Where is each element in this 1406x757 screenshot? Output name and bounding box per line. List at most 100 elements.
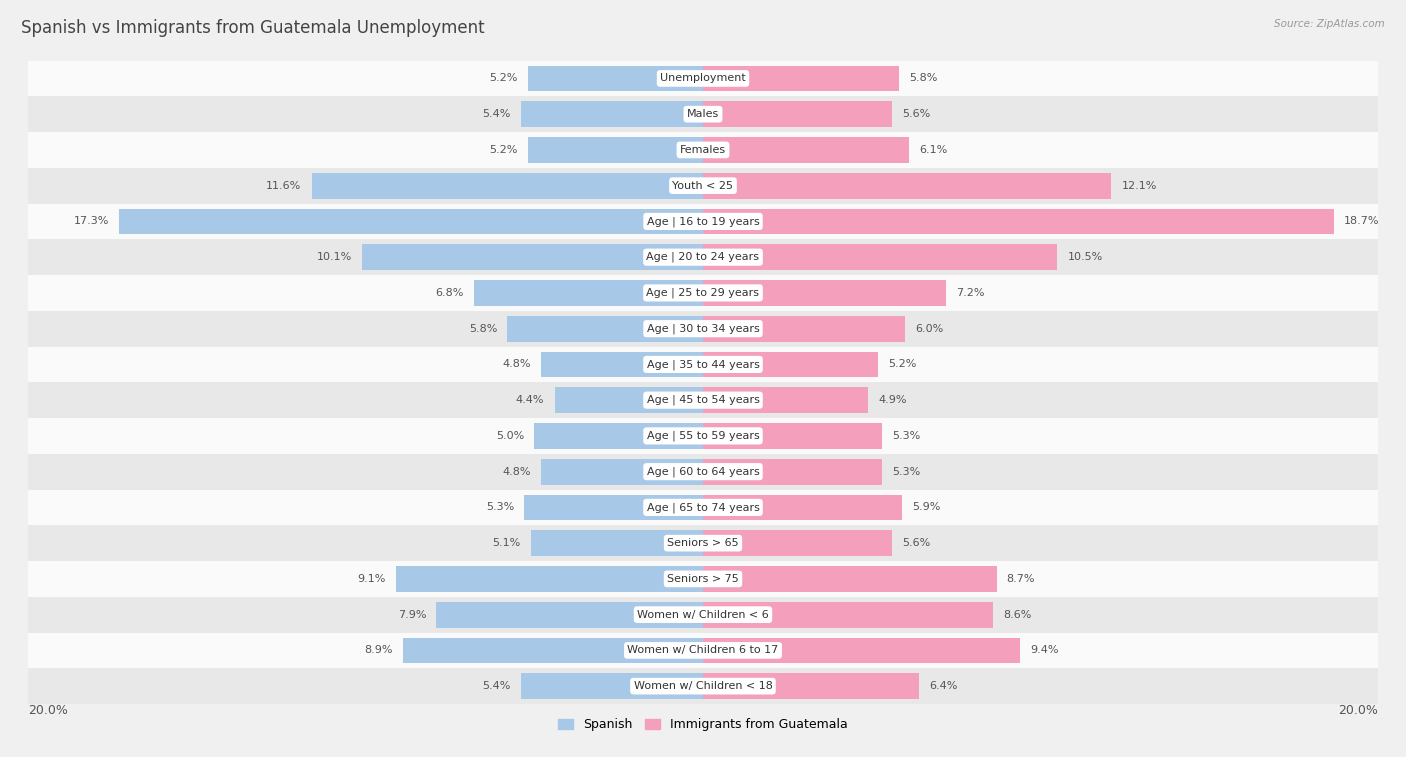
Text: Youth < 25: Youth < 25 [672, 181, 734, 191]
Text: 11.6%: 11.6% [266, 181, 301, 191]
Bar [703, 137, 908, 163]
Text: 5.2%: 5.2% [489, 145, 517, 155]
Text: 5.8%: 5.8% [908, 73, 938, 83]
Text: Seniors > 75: Seniors > 75 [666, 574, 740, 584]
Text: Women w/ Children 6 to 17: Women w/ Children 6 to 17 [627, 646, 779, 656]
Bar [28, 561, 1378, 597]
Text: 10.1%: 10.1% [316, 252, 352, 262]
Text: Age | 25 to 29 years: Age | 25 to 29 years [647, 288, 759, 298]
Bar [396, 566, 703, 592]
Bar [28, 61, 1378, 96]
Bar [28, 239, 1378, 275]
Text: 12.1%: 12.1% [1122, 181, 1157, 191]
Bar [703, 459, 882, 484]
Text: 9.4%: 9.4% [1031, 646, 1059, 656]
Text: 10.5%: 10.5% [1067, 252, 1102, 262]
Text: 6.8%: 6.8% [434, 288, 464, 298]
Bar [703, 245, 1057, 270]
Text: 18.7%: 18.7% [1344, 217, 1379, 226]
Bar [524, 494, 703, 520]
Text: 9.1%: 9.1% [357, 574, 385, 584]
Text: 5.4%: 5.4% [482, 109, 510, 119]
Bar [703, 423, 882, 449]
Text: Age | 60 to 64 years: Age | 60 to 64 years [647, 466, 759, 477]
Text: 4.4%: 4.4% [516, 395, 544, 405]
Bar [28, 597, 1378, 633]
Text: Unemployment: Unemployment [661, 73, 745, 83]
Bar [436, 602, 703, 628]
Bar [527, 137, 703, 163]
Bar [554, 388, 703, 413]
Bar [541, 459, 703, 484]
Text: 4.8%: 4.8% [502, 466, 531, 477]
Bar [28, 525, 1378, 561]
Bar [28, 668, 1378, 704]
Bar [28, 490, 1378, 525]
Text: Age | 65 to 74 years: Age | 65 to 74 years [647, 502, 759, 512]
Bar [703, 531, 891, 556]
Bar [28, 168, 1378, 204]
Text: 5.8%: 5.8% [468, 324, 498, 334]
Bar [520, 101, 703, 127]
Text: 8.7%: 8.7% [1007, 574, 1035, 584]
Bar [402, 637, 703, 663]
Text: 5.6%: 5.6% [903, 109, 931, 119]
Bar [703, 494, 903, 520]
Bar [703, 208, 1334, 235]
Text: 5.1%: 5.1% [492, 538, 520, 548]
Bar [363, 245, 703, 270]
Bar [474, 280, 703, 306]
Bar [703, 602, 993, 628]
Bar [703, 280, 946, 306]
Legend: Spanish, Immigrants from Guatemala: Spanish, Immigrants from Guatemala [553, 713, 853, 737]
Text: 5.3%: 5.3% [486, 503, 515, 512]
Text: Age | 45 to 54 years: Age | 45 to 54 years [647, 395, 759, 406]
Bar [28, 96, 1378, 132]
Bar [541, 351, 703, 377]
Text: 20.0%: 20.0% [1339, 704, 1378, 717]
Text: 5.4%: 5.4% [482, 681, 510, 691]
Text: Women w/ Children < 6: Women w/ Children < 6 [637, 609, 769, 620]
Bar [703, 66, 898, 92]
Text: Age | 30 to 34 years: Age | 30 to 34 years [647, 323, 759, 334]
Bar [28, 633, 1378, 668]
Text: 6.1%: 6.1% [920, 145, 948, 155]
Bar [703, 351, 879, 377]
Bar [703, 673, 920, 699]
Bar [28, 418, 1378, 453]
Text: 7.2%: 7.2% [956, 288, 984, 298]
Text: Females: Females [681, 145, 725, 155]
Text: 4.9%: 4.9% [879, 395, 907, 405]
Text: Women w/ Children < 18: Women w/ Children < 18 [634, 681, 772, 691]
Text: 8.6%: 8.6% [1004, 609, 1032, 620]
Bar [527, 66, 703, 92]
Text: Age | 20 to 24 years: Age | 20 to 24 years [647, 252, 759, 263]
Text: 5.3%: 5.3% [891, 466, 920, 477]
Text: 5.0%: 5.0% [496, 431, 524, 441]
Bar [312, 173, 703, 198]
Bar [703, 637, 1021, 663]
Text: Spanish vs Immigrants from Guatemala Unemployment: Spanish vs Immigrants from Guatemala Une… [21, 19, 485, 37]
Bar [28, 453, 1378, 490]
Text: 4.8%: 4.8% [502, 360, 531, 369]
Text: Source: ZipAtlas.com: Source: ZipAtlas.com [1274, 19, 1385, 29]
Text: 6.0%: 6.0% [915, 324, 943, 334]
Text: Seniors > 65: Seniors > 65 [668, 538, 738, 548]
Text: Age | 16 to 19 years: Age | 16 to 19 years [647, 217, 759, 226]
Text: 5.2%: 5.2% [889, 360, 917, 369]
Text: Males: Males [688, 109, 718, 119]
Bar [531, 531, 703, 556]
Bar [508, 316, 703, 341]
Text: 5.9%: 5.9% [912, 503, 941, 512]
Text: 7.9%: 7.9% [398, 609, 426, 620]
Bar [28, 382, 1378, 418]
Bar [28, 347, 1378, 382]
Bar [120, 208, 703, 235]
Text: 5.6%: 5.6% [903, 538, 931, 548]
Text: 6.4%: 6.4% [929, 681, 957, 691]
Text: Age | 55 to 59 years: Age | 55 to 59 years [647, 431, 759, 441]
Bar [534, 423, 703, 449]
Bar [28, 275, 1378, 311]
Text: 5.3%: 5.3% [891, 431, 920, 441]
Bar [703, 566, 997, 592]
